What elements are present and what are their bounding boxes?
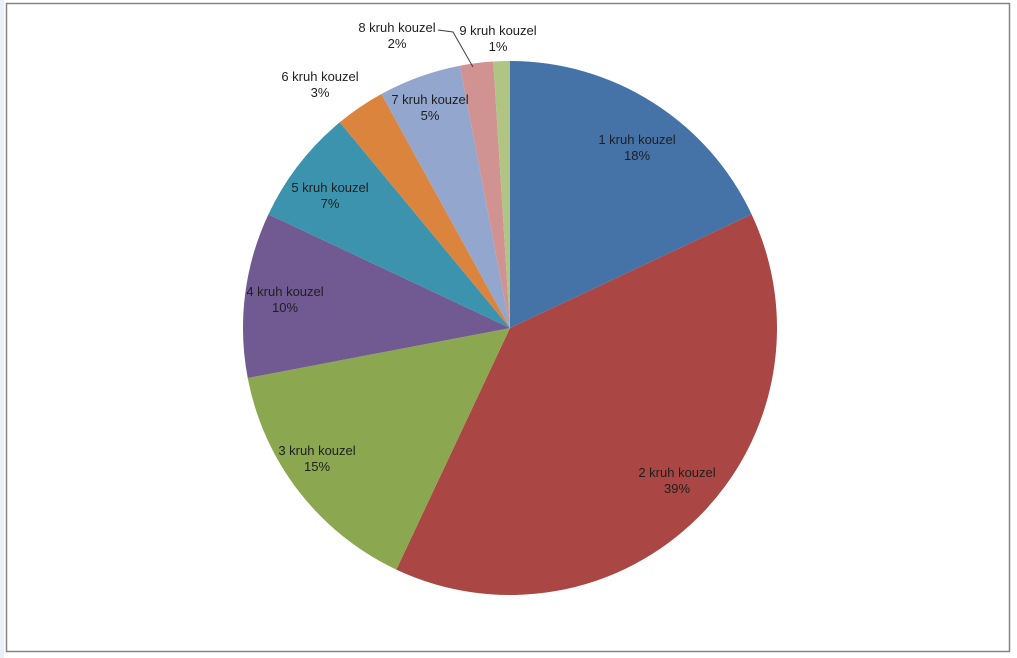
data-label: 6 kruh kouzel 3%	[281, 69, 358, 100]
worksheet-edge	[0, 0, 4, 658]
pie-slice-9[interactable]	[493, 61, 510, 328]
pie-slice-7[interactable]	[381, 65, 510, 328]
pie-slice-2[interactable]	[396, 214, 777, 595]
data-label: 9 kruh kouzel 1%	[459, 23, 536, 54]
pie-slice-5[interactable]	[268, 122, 510, 329]
pie-slice-8[interactable]	[459, 61, 510, 328]
label-leader-line	[437, 29, 474, 68]
data-label: 1 kruh kouzel 18%	[598, 132, 675, 163]
pie-slice-6[interactable]	[339, 94, 510, 328]
data-label: 4 kruh kouzel 10%	[246, 284, 323, 315]
pie-slice-4[interactable]	[243, 214, 511, 379]
data-label: 3 kruh kouzel 15%	[278, 443, 355, 474]
data-label: 2 kruh kouzel 39%	[638, 465, 715, 496]
data-label: 7 kruh kouzel 5%	[391, 92, 468, 123]
pie-slice-3[interactable]	[247, 328, 511, 570]
data-label: 8 kruh kouzel 2%	[358, 20, 435, 51]
pie-slice-1[interactable]	[510, 61, 752, 328]
data-label: 5 kruh kouzel 7%	[291, 180, 368, 211]
